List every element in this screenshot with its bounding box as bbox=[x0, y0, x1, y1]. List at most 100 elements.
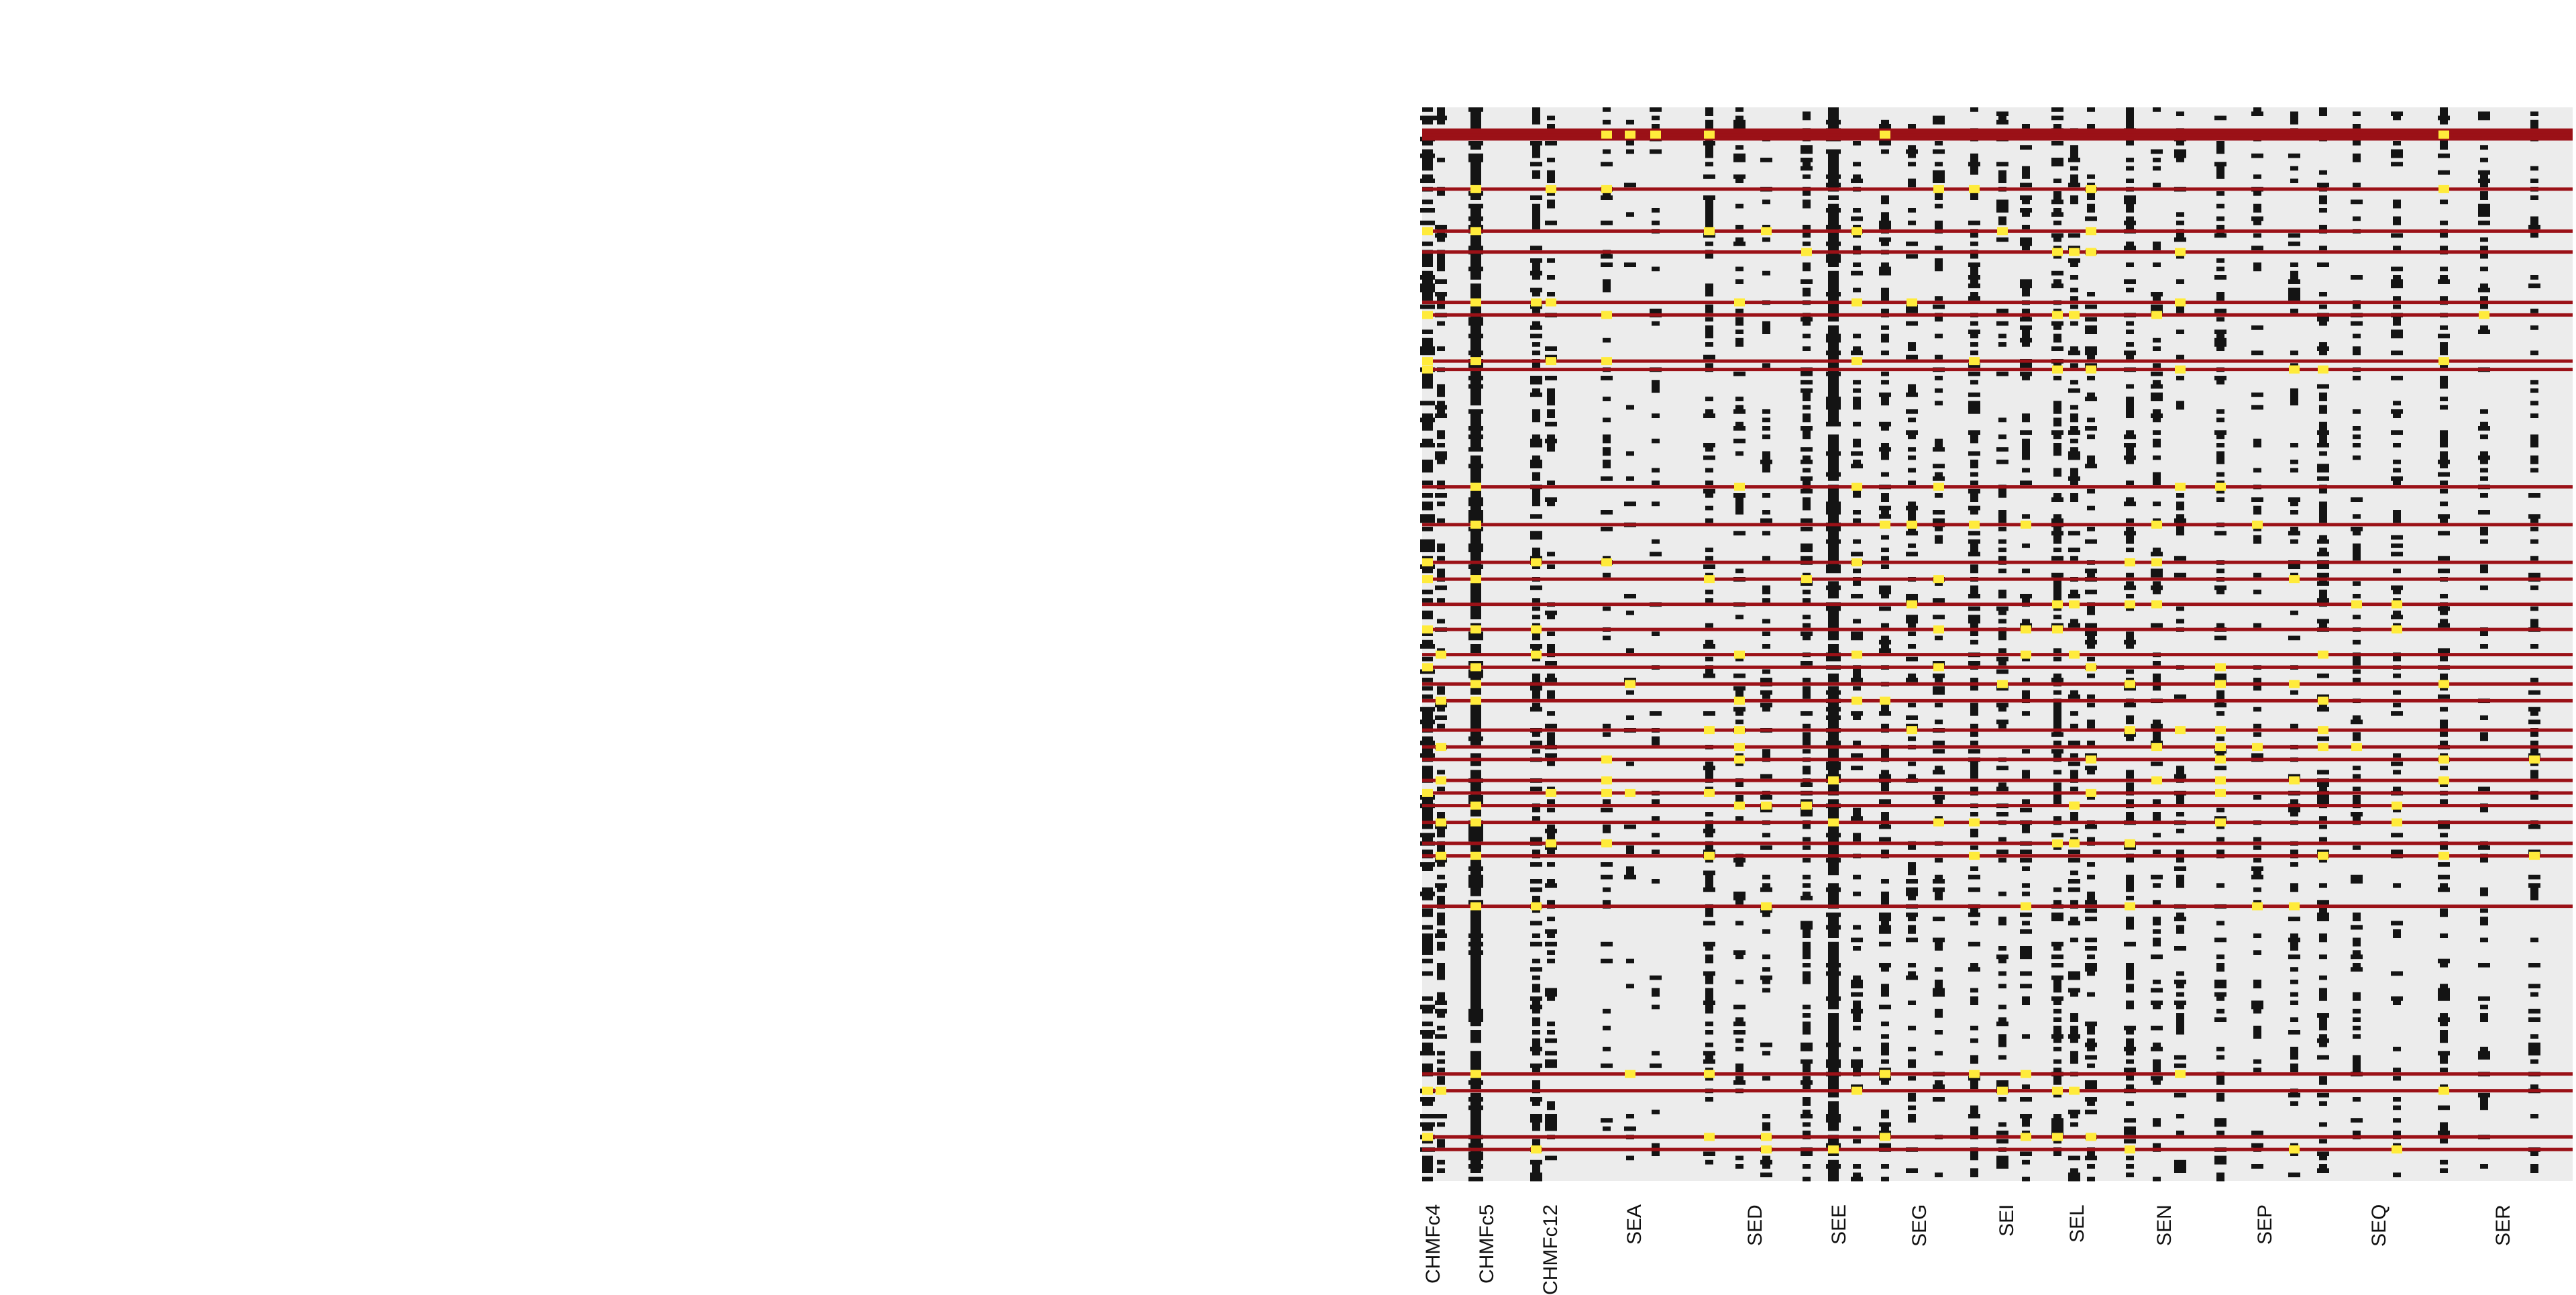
heatmap-cell bbox=[1803, 615, 1811, 619]
heatmap-cell bbox=[1998, 333, 2006, 339]
heatmap-cell bbox=[1828, 929, 1839, 934]
heatmap-cell bbox=[2051, 963, 2063, 968]
heatmap-cell bbox=[1705, 107, 1713, 112]
heatmap-cell bbox=[2151, 371, 2163, 376]
heatmap-cell bbox=[2440, 1139, 2448, 1144]
heatmap-cell bbox=[1935, 220, 1943, 225]
heatmap-cell bbox=[1705, 518, 1713, 523]
heatmap-cell bbox=[1826, 925, 1841, 930]
heatmap-cell bbox=[1851, 552, 1863, 557]
heatmap-cell bbox=[2176, 1131, 2184, 1135]
highlight-cell bbox=[2175, 248, 2186, 256]
heatmap-cell bbox=[1828, 975, 1839, 980]
heatmap-cell bbox=[1828, 1051, 1839, 1055]
heatmap-cell bbox=[1881, 623, 1889, 628]
heatmap-cell bbox=[2216, 166, 2224, 171]
heatmap-cell bbox=[1933, 937, 1945, 943]
heatmap-cell bbox=[1420, 518, 1435, 523]
highlight-cell bbox=[1625, 1070, 1635, 1078]
heatmap-cell bbox=[2319, 321, 2327, 326]
heatmap-cell bbox=[1470, 417, 1481, 423]
heatmap-cell bbox=[1970, 107, 1978, 112]
heatmap-cell bbox=[2528, 1017, 2540, 1022]
heatmap-cell bbox=[2151, 413, 2163, 418]
heatmap-cell bbox=[1435, 413, 1447, 418]
heatmap-cell bbox=[1933, 447, 1945, 452]
heatmap-cell bbox=[1826, 1114, 1841, 1119]
heatmap-cell bbox=[1970, 279, 1978, 284]
heatmap-cell bbox=[1603, 397, 1611, 401]
heatmap-cell bbox=[2440, 199, 2448, 205]
heatmap-cell bbox=[1470, 980, 1481, 984]
heatmap-cell bbox=[1996, 371, 2008, 376]
heatmap-cell bbox=[1470, 233, 1481, 238]
heatmap-cell bbox=[1468, 514, 1483, 519]
heatmap-cell bbox=[1828, 1080, 1839, 1085]
heatmap-cell bbox=[2022, 774, 2030, 779]
heatmap-cell bbox=[2351, 967, 2363, 972]
heatmap-cell bbox=[1760, 975, 1772, 980]
heatmap-cell bbox=[1470, 338, 1481, 343]
heatmap-cell bbox=[2319, 1021, 2327, 1027]
heatmap-cell bbox=[1422, 996, 1433, 1001]
heatmap-cell bbox=[1801, 921, 1813, 926]
heatmap-cell bbox=[1470, 1159, 1481, 1165]
heatmap-cell bbox=[2319, 1155, 2327, 1161]
heatmap-cell bbox=[1733, 858, 1746, 863]
heatmap-cell bbox=[1970, 703, 1978, 708]
heatmap-cell bbox=[1705, 874, 1713, 880]
heatmap-cell bbox=[2153, 548, 2161, 552]
heatmap-cell bbox=[1935, 581, 1943, 586]
heatmap-cell bbox=[1705, 988, 1713, 993]
heatmap-cell bbox=[2085, 1055, 2097, 1060]
heatmap-cell bbox=[2528, 1008, 2540, 1014]
heatmap-cell bbox=[2393, 443, 2401, 448]
heatmap-cell bbox=[2126, 1051, 2134, 1055]
heatmap-cell bbox=[1879, 648, 1891, 653]
heatmap-cell bbox=[1908, 1059, 1916, 1064]
heatmap-cell bbox=[1435, 1034, 1447, 1039]
heatmap-cell bbox=[1803, 505, 1811, 511]
heatmap-cell bbox=[1532, 497, 1540, 502]
heatmap-cell bbox=[1828, 581, 1839, 586]
heatmap-cell bbox=[1420, 220, 1435, 225]
heatmap-cell bbox=[2290, 393, 2298, 397]
heatmap-cell bbox=[1547, 174, 1555, 179]
heatmap-cell bbox=[2053, 333, 2061, 339]
heatmap-cell bbox=[2480, 1097, 2488, 1102]
heatmap-cell bbox=[1733, 124, 1746, 129]
heatmap-cell bbox=[1468, 333, 1483, 339]
highlight-cell bbox=[2175, 298, 2186, 307]
heatmap-cell bbox=[2153, 917, 2161, 921]
heatmap-cell bbox=[1420, 1004, 1435, 1010]
heatmap-cell bbox=[2353, 153, 2361, 158]
heatmap-cell bbox=[2440, 350, 2448, 356]
heatmap-cell bbox=[2126, 883, 2134, 888]
heatmap-cell bbox=[2174, 946, 2186, 951]
heatmap-cell bbox=[1996, 812, 2008, 817]
heatmap-cell bbox=[1998, 434, 2006, 439]
heatmap-cell bbox=[1828, 447, 1839, 452]
heatmap-cell bbox=[1705, 325, 1713, 330]
heatmap-cell bbox=[2216, 472, 2224, 477]
heatmap-cell bbox=[1879, 799, 1891, 804]
heatmap-cell bbox=[1803, 941, 1811, 947]
heatmap-cell bbox=[2085, 1155, 2097, 1161]
heatmap-cell bbox=[1532, 564, 1540, 569]
heatmap-cell bbox=[2020, 594, 2032, 599]
heatmap-cell bbox=[1881, 309, 1889, 313]
heatmap-cell bbox=[2391, 615, 2403, 619]
heatmap-cell bbox=[2290, 887, 2298, 892]
heatmap-cell bbox=[1828, 594, 1839, 599]
heatmap-cell bbox=[1470, 115, 1481, 121]
heatmap-cell bbox=[1968, 162, 1980, 166]
heatmap-cell bbox=[1626, 845, 1634, 850]
heatmap-cell bbox=[1532, 732, 1540, 737]
heatmap-cell bbox=[1906, 254, 1918, 259]
heatmap-cell bbox=[2353, 639, 2361, 645]
heatmap-cell bbox=[1998, 174, 2006, 179]
heatmap-cell bbox=[2480, 1004, 2488, 1010]
heatmap-cell bbox=[1705, 153, 1713, 158]
heatmap-cell bbox=[2053, 782, 2061, 787]
heatmap-cell bbox=[1828, 434, 1839, 439]
